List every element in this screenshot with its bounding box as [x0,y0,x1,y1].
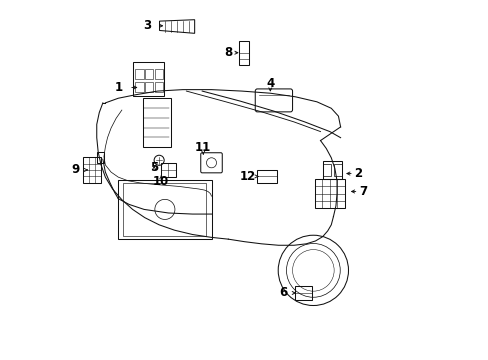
Bar [133,62,163,96]
Bar [294,286,312,300]
Text: 12: 12 [239,170,255,183]
Bar [154,82,163,92]
Bar [323,164,330,176]
Text: 5: 5 [150,161,158,174]
Text: 1: 1 [114,81,122,94]
Bar [314,179,344,208]
Bar [323,161,341,179]
Bar [256,170,276,183]
Bar [83,157,101,183]
Text: 3: 3 [142,19,151,32]
Bar [144,82,153,92]
Bar [333,164,341,176]
Bar [154,69,163,79]
Text: 6: 6 [279,287,287,300]
Text: 7: 7 [359,185,367,198]
Bar [118,180,211,239]
Bar [161,163,176,177]
Bar [238,41,248,65]
Text: 10: 10 [153,175,169,188]
Bar [135,69,143,79]
Bar [142,98,170,147]
Text: 4: 4 [265,77,274,90]
Bar [135,82,143,92]
Bar [144,69,153,79]
Text: 11: 11 [195,140,211,153]
Text: 8: 8 [224,46,232,59]
Text: 9: 9 [72,163,80,176]
Bar [123,183,206,235]
Text: 2: 2 [354,167,362,180]
Bar [97,152,104,163]
